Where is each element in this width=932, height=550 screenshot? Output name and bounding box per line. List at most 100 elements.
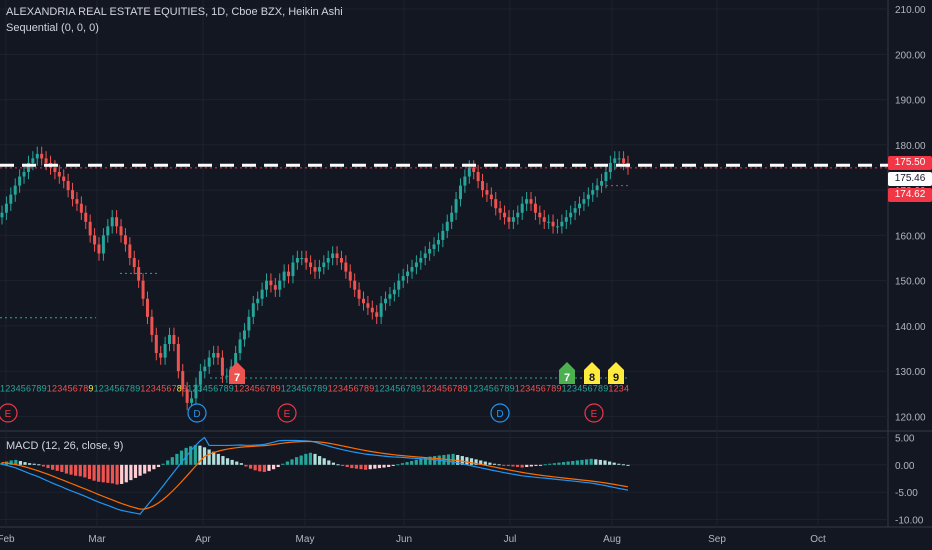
- macd-histogram-bar: [281, 463, 285, 465]
- candle-body: [207, 357, 211, 367]
- candle-body: [242, 330, 246, 340]
- candle-body: [423, 253, 427, 258]
- candle-body: [591, 190, 595, 195]
- candle-body: [97, 244, 101, 254]
- macd-histogram-bar: [552, 463, 556, 465]
- sequential-count: 1: [421, 384, 426, 394]
- chart-title[interactable]: ALEXANDRIA REAL ESTATE EQUITIES, 1D, Cbo…: [6, 6, 343, 18]
- time-tick-label: Jun: [396, 534, 412, 545]
- candle-body: [463, 176, 467, 186]
- sequential-count: 9: [416, 384, 421, 394]
- sequential-count: 7: [359, 384, 364, 394]
- sequential-count: 7: [172, 384, 177, 394]
- candle-body: [181, 371, 185, 390]
- candle-body: [441, 230, 445, 240]
- sequential-count: 4: [577, 384, 582, 394]
- sequential-count: 2: [473, 384, 478, 394]
- time-tick-label: Apr: [195, 534, 211, 545]
- sequential-count: 5: [114, 384, 119, 394]
- macd-histogram-bar: [258, 464, 262, 472]
- sequential-count: 1: [281, 384, 286, 394]
- macd-histogram-bar: [212, 451, 216, 465]
- candle-body: [436, 239, 440, 245]
- macd-histogram-bar: [271, 464, 276, 470]
- sequential-count: 6: [494, 384, 499, 394]
- candle-body: [0, 212, 4, 218]
- macd-histogram-bar: [46, 464, 50, 469]
- sequential-count: 3: [104, 384, 109, 394]
- candle-body: [555, 226, 559, 228]
- candle-body: [282, 271, 286, 281]
- sequential-count: 3: [525, 384, 530, 394]
- macd-histogram-bar: [120, 464, 124, 484]
- sequential-count: 2: [380, 384, 385, 394]
- sequential-count: 3: [432, 384, 437, 394]
- macd-histogram-bar: [502, 464, 506, 466]
- candle-body: [132, 258, 136, 268]
- sequential-count: 5: [395, 384, 400, 394]
- macd-histogram-bar: [262, 464, 266, 472]
- sequential-count: 7: [546, 384, 551, 394]
- macd-histogram-bar: [621, 464, 625, 466]
- candle-body: [348, 271, 352, 281]
- candle-body: [489, 194, 493, 200]
- price-tick-label: 180.00: [895, 141, 926, 152]
- macd-histogram-bar: [529, 464, 533, 467]
- sequential-count: 6: [26, 384, 31, 394]
- candle-body: [141, 280, 145, 299]
- candle-body: [71, 190, 75, 200]
- sequential-count: 9: [510, 384, 515, 394]
- macd-histogram-bar: [479, 460, 483, 465]
- macd-histogram-bar: [391, 464, 395, 466]
- sequential-count: 9: [135, 384, 140, 394]
- candle-body: [31, 158, 35, 163]
- macd-histogram-bar: [561, 462, 566, 465]
- macd-histogram-bar: [497, 464, 501, 466]
- candle-body: [432, 244, 436, 249]
- sequential-count: 2: [146, 384, 151, 394]
- candle-body: [542, 217, 546, 222]
- sequential-count: 4: [156, 384, 161, 394]
- macd-histogram-bar: [299, 455, 303, 465]
- sequential-count: 3: [10, 384, 15, 394]
- macd-histogram-bar: [543, 464, 547, 466]
- indicator-label[interactable]: Sequential (0, 0, 0): [6, 22, 99, 34]
- macd-histogram-bar: [175, 453, 179, 465]
- candle-body: [450, 212, 454, 222]
- event-label: E: [591, 409, 598, 420]
- sequential-count: 7: [265, 384, 270, 394]
- macd-histogram-bar: [345, 464, 349, 468]
- sequential-count: 5: [582, 384, 587, 394]
- sequential-count: 4: [484, 384, 489, 394]
- price-tick-label: 190.00: [895, 96, 926, 107]
- sequential-count: 3: [619, 384, 624, 394]
- candle-body: [454, 199, 458, 213]
- candle-body: [79, 203, 83, 213]
- macd-histogram-bar: [589, 458, 593, 465]
- macd-histogram-bar: [525, 464, 529, 468]
- candle-body: [392, 289, 396, 295]
- candle-body: [476, 172, 480, 182]
- macd-histogram-bar: [341, 464, 345, 466]
- candle-body: [309, 262, 313, 268]
- macd-histogram-bar: [179, 450, 184, 465]
- macd-histogram-bar: [377, 464, 382, 469]
- sequential-count: 3: [385, 384, 390, 394]
- macd-histogram-bar: [51, 464, 55, 470]
- macd-histogram-bar: [400, 463, 405, 465]
- sequential-count: 6: [588, 384, 593, 394]
- sequential-count: 9: [322, 384, 327, 394]
- macd-histogram-bar: [548, 463, 552, 465]
- candle-body: [287, 271, 291, 277]
- candle-body: [445, 221, 449, 231]
- sequential-count: 7: [31, 384, 36, 394]
- macd-label[interactable]: MACD (12, 26, close, 9): [6, 440, 124, 452]
- candle-body: [123, 235, 127, 245]
- macd-histogram-bar: [350, 464, 354, 469]
- price-tick-label: 210.00: [895, 5, 926, 16]
- candle-body: [335, 253, 339, 258]
- candle-body: [525, 199, 529, 204]
- sequential-count: 9: [556, 384, 561, 394]
- macd-histogram-bar: [170, 457, 174, 465]
